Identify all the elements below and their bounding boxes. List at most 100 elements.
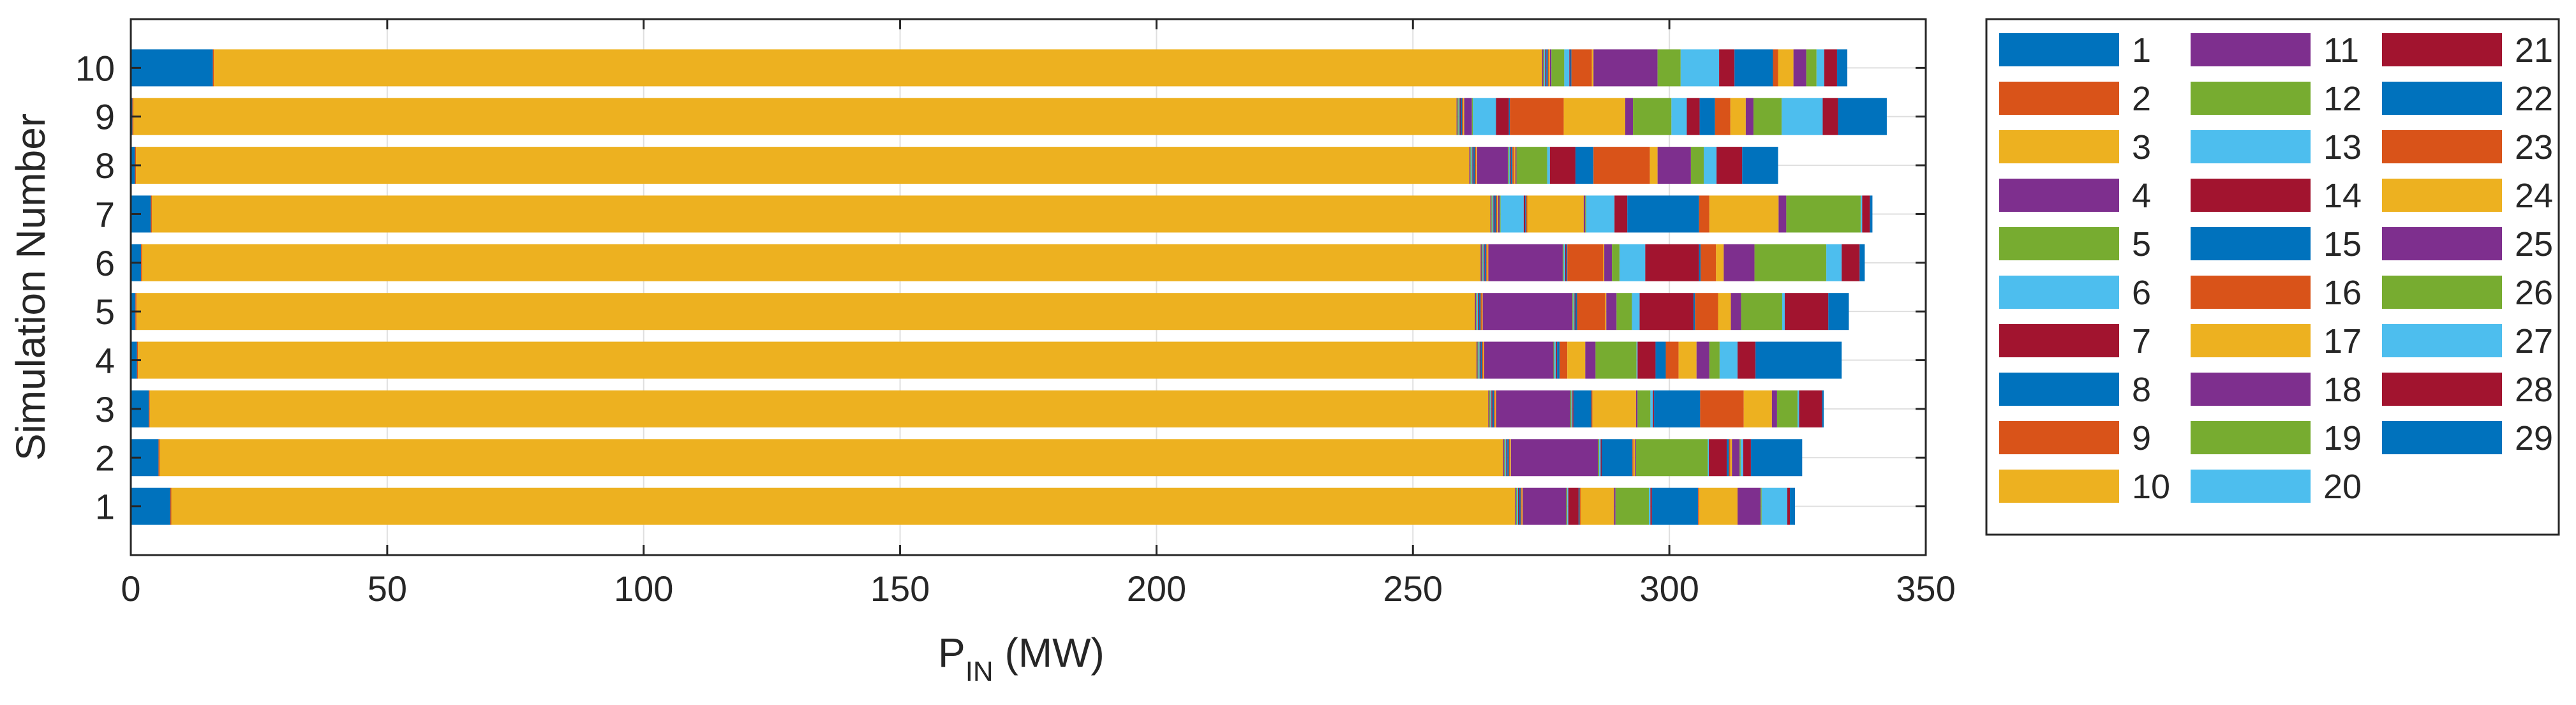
bar-segment-sim10-series23: [1773, 49, 1778, 87]
bar-segment-sim4-series17: [1567, 341, 1586, 379]
bar-segment-sim7-series29: [1870, 195, 1873, 233]
bar-segment-sim3-series20: [1650, 390, 1653, 427]
y-tick-label: 9: [95, 97, 115, 137]
bar-segment-sim3-series2: [149, 390, 150, 427]
bar-segment-sim7-series10: [1497, 195, 1498, 233]
bar-segment-sim3-series27: [1798, 390, 1799, 427]
legend: 1234567891011121314151617181920212223242…: [1999, 31, 2553, 506]
bar-segment-sim2-series28: [1743, 439, 1751, 477]
bar-segment-sim9-series21: [1686, 98, 1700, 135]
bar-segment-sim9-series7: [1459, 98, 1461, 135]
bar-segment-sim7-series23: [1699, 195, 1709, 233]
bar-segment-sim5-series4: [1475, 293, 1477, 330]
bar-segment-sim9-series28: [1822, 98, 1838, 135]
bar-segment-sim2-series23: [1729, 439, 1731, 477]
bar-segment-sim3-series15: [1573, 390, 1591, 427]
bar-segment-sim10-series18: [1593, 49, 1658, 87]
bar-segment-sim2-series5: [1504, 439, 1505, 477]
legend-swatch-15: [2191, 227, 2311, 260]
legend-label-4: 4: [2132, 177, 2151, 215]
bar-segment-sim6-series18: [1604, 244, 1612, 281]
bar-segment-sim4-series8: [1480, 341, 1482, 379]
bar-segment-sim10-series26: [1806, 49, 1817, 87]
bar-segment-sim4-series9: [1482, 341, 1484, 379]
bar-segment-sim9-series5: [1457, 98, 1459, 135]
bar-segment-sim6-series5: [1481, 244, 1483, 281]
bar-segment-sim3-series23: [1700, 390, 1744, 427]
bar-segment-sim5-series15: [1575, 293, 1577, 330]
bar-segment-sim9-series19: [1633, 98, 1672, 135]
bar-segment-sim6-series17: [1603, 244, 1605, 281]
bar-segment-sim3-series25: [1771, 390, 1777, 427]
bar-segment-sim8-series7: [1472, 147, 1474, 184]
legend-swatch-14: [2191, 179, 2311, 212]
bar-segment-sim10-series24: [1778, 49, 1794, 87]
bar-segment-sim1-series24: [1699, 487, 1738, 525]
bar-segment-sim10-series21: [1719, 49, 1735, 87]
bar-segment-sim1-series22: [1651, 487, 1699, 525]
bar-segment-sim8-series27: [1703, 147, 1717, 184]
bar-segment-sim10-series5: [1543, 49, 1545, 87]
bar-segment-sim2-series15: [1602, 439, 1633, 477]
bar-segment-sim8-series3: [136, 147, 1470, 184]
x-tick-label: 50: [368, 568, 407, 609]
bar-segment-sim1-series23: [1698, 487, 1699, 525]
bar-segment-sim10-series25: [1793, 49, 1806, 87]
bar-segment-sim1-series15: [1578, 487, 1580, 525]
bar-segment-sim1-series11: [1523, 487, 1567, 525]
bar-segment-sim1-series21: [1650, 487, 1652, 525]
bar-segment-sim4-series29: [1755, 341, 1842, 379]
bar-segment-sim8-series20: [1547, 147, 1550, 184]
bar-segment-sim10-series19: [1657, 49, 1681, 87]
bar-segment-sim3-series3: [149, 390, 1489, 427]
bar-segment-sim8-series23: [1593, 147, 1650, 184]
bar-segment-sim4-series27: [1719, 341, 1738, 379]
legend-label-27: 27: [2515, 322, 2553, 360]
bar-segment-sim9-series29: [1838, 98, 1887, 135]
bar-segment-sim7-series19: [1585, 195, 1586, 233]
bar-segment-sim7-series15: [1525, 195, 1526, 233]
bar-segment-sim3-series24: [1743, 390, 1772, 427]
bar-segment-sim6-series27: [1826, 244, 1842, 281]
bar-segment-sim4-series26: [1709, 341, 1720, 379]
bar-segment-sim6-series10: [1487, 244, 1489, 281]
bar-segment-sim4-series22: [1655, 341, 1666, 379]
bar-segment-sim8-series16: [1512, 147, 1514, 184]
bar-segment-sim6-series15: [1566, 244, 1568, 281]
bar-segment-sim5-series5: [1476, 293, 1477, 330]
bar-segment-sim3-series8: [1492, 390, 1494, 427]
bar-segment-sim10-series14: [1569, 49, 1571, 87]
bar-segment-sim5-series17: [1605, 293, 1607, 330]
bar-segment-sim7-series9: [1496, 195, 1498, 233]
bar-segment-sim7-series11: [1498, 195, 1500, 233]
bar-segment-sim1-series20: [1648, 487, 1651, 525]
bar-segment-sim9-series17: [1563, 98, 1626, 135]
bar-segment-sim3-series12: [1570, 390, 1572, 427]
bar-segment-sim9-series26: [1753, 98, 1782, 135]
bar-segment-sim6-series25: [1724, 244, 1755, 281]
bar-segment-sim9-series3: [133, 98, 1457, 135]
legend-label-2: 2: [2132, 80, 2151, 118]
bar-segment-sim9-series25: [1745, 98, 1753, 135]
bar-segment-sim1-series5: [1515, 487, 1517, 525]
bar-segment-sim8-series21: [1549, 147, 1576, 184]
bar-segment-sim4-series18: [1585, 341, 1596, 379]
bar-segment-sim6-series21: [1645, 244, 1699, 281]
legend-swatch-29: [2382, 421, 2502, 454]
x-tick-label: 0: [121, 568, 140, 609]
bar-segment-sim1-series17: [1581, 487, 1614, 525]
bar-segment-sim8-series15: [1510, 147, 1513, 184]
bar-segment-sim2-series26: [1739, 439, 1741, 477]
x-axis-title-subscript: IN: [965, 656, 994, 687]
bar-segment-sim2-series18: [1635, 439, 1636, 477]
y-tick-label: 8: [95, 145, 115, 186]
bars-layer: [131, 49, 1887, 525]
bar-segment-sim8-series28: [1716, 147, 1743, 184]
bar-segment-sim8-series19: [1516, 147, 1547, 184]
bar-segment-sim4-series6: [1478, 341, 1480, 379]
bar-segment-sim8-series12: [1507, 147, 1509, 184]
bar-segment-sim8-series25: [1657, 147, 1691, 184]
bar-segment-sim7-series3: [151, 195, 1491, 233]
legend-label-22: 22: [2515, 80, 2553, 118]
